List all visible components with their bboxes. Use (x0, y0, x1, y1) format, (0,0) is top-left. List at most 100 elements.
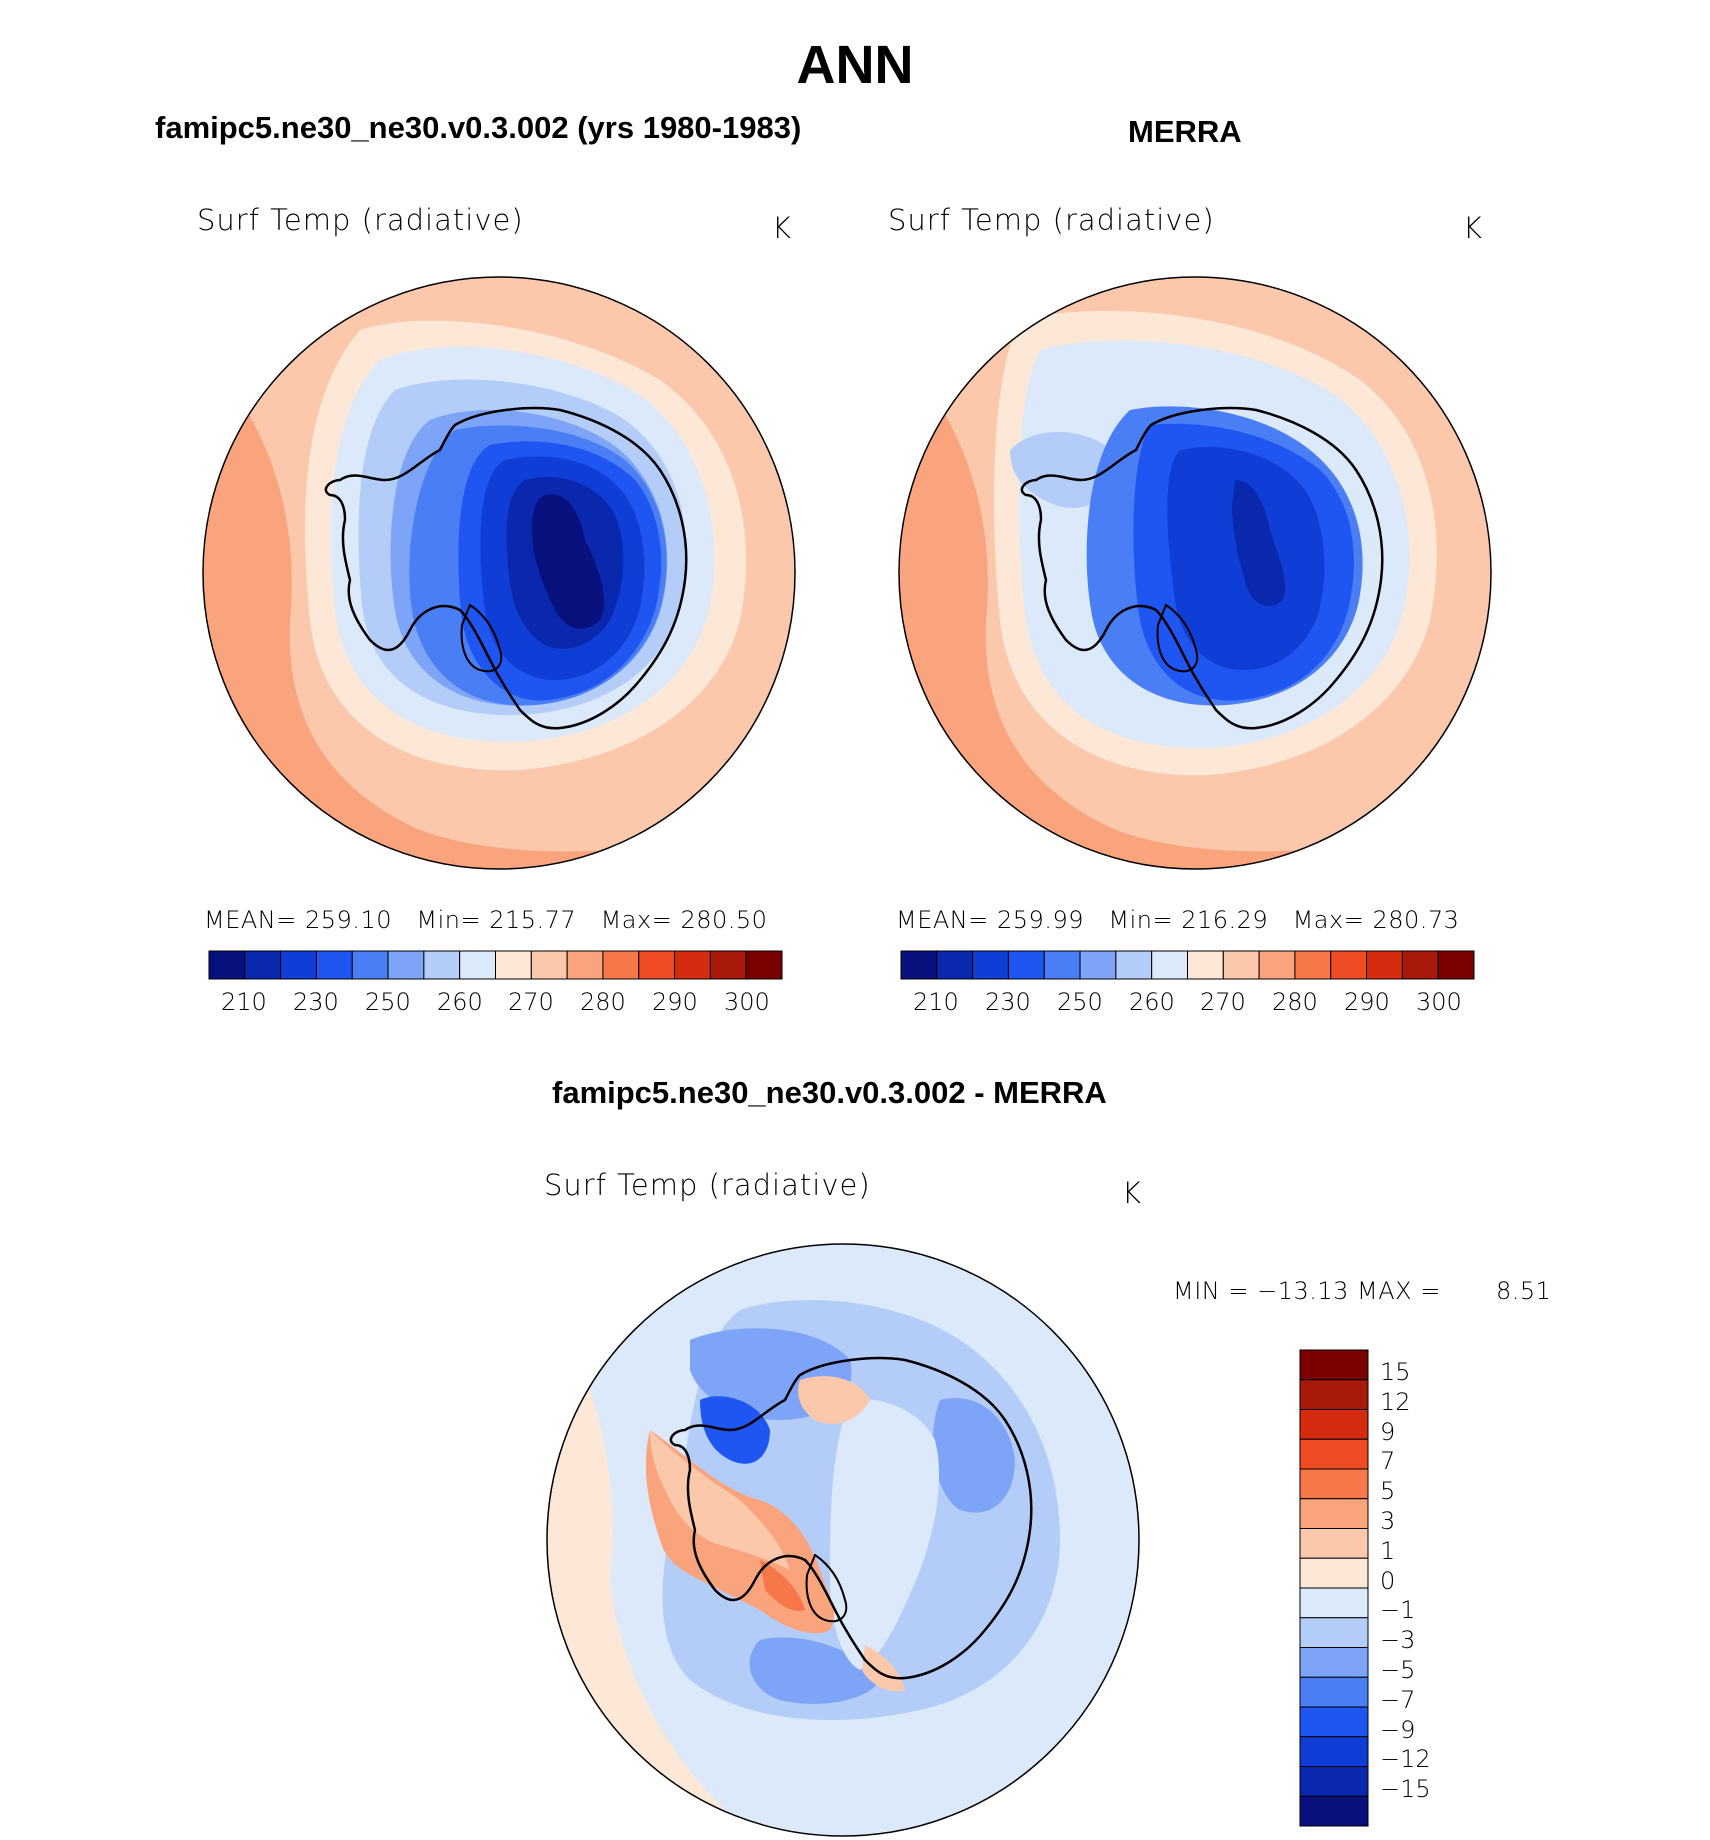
model-tick-7: 300 (724, 988, 770, 1016)
obs-colorbar (900, 950, 1475, 980)
obs-colorbar-swatch-14 (1401, 950, 1439, 980)
obs-colorbar-swatch-0 (900, 950, 938, 980)
model-colorbar-swatch-11 (602, 950, 640, 980)
model-colorbar-swatch-10 (566, 950, 604, 980)
model-mean-label: MEAN= (204, 906, 297, 934)
obs-colorbar-swatch-13 (1366, 950, 1403, 980)
diff-tick-2: 9 (1380, 1418, 1396, 1446)
diff-colorbar (1299, 1349, 1369, 1827)
diff-tick-5: 3 (1380, 1507, 1396, 1535)
obs-tick-2: 250 (1057, 988, 1103, 1016)
diff-tick-11: −7 (1380, 1686, 1416, 1714)
model-colorbar-swatch-15 (745, 950, 783, 980)
obs-max-value: 280.73 (1372, 906, 1460, 934)
obs-colorbar-swatch-15 (1437, 950, 1475, 980)
model-colorbar-ticks: 210 230 250 260 270 280 290 300 (0, 988, 1710, 1018)
obs-panel-header: MERRA (1128, 114, 1242, 149)
model-tick-6: 290 (652, 988, 698, 1016)
obs-mean-value: 259.99 (997, 906, 1084, 934)
obs-stats: MEAN= 259.99 Min= 216.29 Max= 280.73 (896, 906, 1459, 934)
page-title: ANN (796, 35, 914, 95)
model-max-label: Max= (600, 906, 673, 934)
model-tick-5: 280 (580, 988, 626, 1016)
model-stats: MEAN= 259.10 Min= 215.77 Max= 280.50 (204, 906, 767, 934)
model-colorbar-swatch-8 (495, 950, 532, 980)
model-colorbar-swatch-0 (208, 950, 246, 980)
model-max-value: 280.50 (680, 906, 768, 934)
diff-colorbar-swatch-6 (1299, 1528, 1369, 1559)
model-colorbar-swatch-5 (387, 950, 425, 980)
model-colorbar-swatch-2 (280, 950, 317, 980)
diff-tick-1: 12 (1380, 1388, 1411, 1416)
diff-max-value: 8.51 (1496, 1277, 1552, 1305)
model-min-label: Min= (416, 906, 482, 934)
model-variable-label: Surf Temp (radiative) (197, 203, 524, 237)
diff-colorbar-swatch-15 (1299, 1795, 1369, 1827)
model-tick-2: 250 (365, 988, 411, 1016)
model-colorbar-swatch-9 (530, 950, 568, 980)
obs-tick-4: 270 (1200, 988, 1246, 1016)
model-tick-3: 260 (437, 988, 483, 1016)
obs-units-label: K (1463, 211, 1484, 245)
diff-colorbar-swatch-3 (1299, 1438, 1369, 1470)
model-units-label: K (772, 211, 793, 245)
model-colorbar-swatch-6 (423, 950, 461, 980)
diff-colorbar-swatch-11 (1299, 1676, 1369, 1708)
obs-colorbar-swatch-9 (1222, 950, 1260, 980)
diff-colorbar-swatch-13 (1299, 1736, 1369, 1767)
obs-min-label: Min= (1108, 906, 1174, 934)
obs-colorbar-swatch-2 (972, 950, 1009, 980)
diff-tick-10: −5 (1380, 1656, 1416, 1684)
model-colorbar-swatch-3 (315, 950, 353, 980)
obs-polar-map (899, 277, 1491, 869)
diff-tick-6: 1 (1380, 1537, 1396, 1565)
diff-colorbar-swatch-7 (1299, 1557, 1369, 1589)
model-colorbar-swatch-14 (709, 950, 747, 980)
diff-tick-13: −12 (1380, 1745, 1431, 1773)
obs-colorbar-swatch-12 (1330, 950, 1368, 980)
diff-tick-0: 15 (1380, 1358, 1411, 1386)
diff-colorbar-swatch-4 (1299, 1468, 1369, 1500)
obs-tick-1: 230 (985, 988, 1031, 1016)
obs-colorbar-swatch-6 (1115, 950, 1153, 980)
obs-colorbar-swatch-3 (1007, 950, 1045, 980)
obs-tick-7: 300 (1416, 988, 1462, 1016)
diff-colorbar-swatch-9 (1299, 1617, 1369, 1648)
diff-tick-7: 0 (1380, 1567, 1396, 1595)
obs-colorbar-swatch-5 (1079, 950, 1117, 980)
obs-colorbar-swatch-7 (1151, 950, 1188, 980)
obs-tick-6: 290 (1344, 988, 1390, 1016)
diff-variable-label: Surf Temp (radiative) (544, 1168, 871, 1202)
model-colorbar-swatch-4 (351, 950, 389, 980)
obs-tick-0: 210 (913, 988, 959, 1016)
obs-colorbar-swatch-1 (936, 950, 974, 980)
diff-tick-3: 7 (1380, 1447, 1396, 1475)
model-min-value: 215.77 (489, 906, 577, 934)
diff-colorbar-swatch-1 (1299, 1379, 1369, 1410)
model-colorbar-swatch-7 (459, 950, 496, 980)
diff-colorbar-swatch-12 (1299, 1706, 1369, 1738)
model-colorbar-swatch-13 (674, 950, 711, 980)
diff-tick-9: −3 (1380, 1626, 1416, 1654)
model-tick-1: 230 (293, 988, 339, 1016)
obs-colorbar-ticks: 210 230 250 260 270 280 290 300 (0, 988, 1710, 1018)
model-colorbar-swatch-12 (638, 950, 676, 980)
obs-min-value: 216.29 (1181, 906, 1269, 934)
diff-tick-8: −1 (1380, 1596, 1416, 1624)
obs-variable-label: Surf Temp (radiative) (888, 203, 1215, 237)
diff-colorbar-ticks: 15 12 9 7 5 3 1 0 −1 −3 −5 −7 −9 −12 −15 (1380, 1358, 1490, 1818)
model-tick-0: 210 (221, 988, 267, 1016)
obs-tick-5: 280 (1272, 988, 1318, 1016)
diff-polar-map (547, 1244, 1139, 1836)
model-polar-map (203, 277, 795, 869)
diff-colorbar-swatch-10 (1299, 1647, 1369, 1678)
obs-colorbar-swatch-11 (1294, 950, 1332, 980)
obs-tick-3: 260 (1129, 988, 1175, 1016)
diff-colorbar-swatch-5 (1299, 1498, 1369, 1529)
obs-max-label: Max= (1292, 906, 1365, 934)
obs-mean-label: MEAN= (896, 906, 989, 934)
diff-panel-header: famipc5.ne30_ne30.v0.3.002 - MERRA (552, 1075, 1107, 1110)
model-tick-4: 270 (508, 988, 554, 1016)
model-colorbar (208, 950, 783, 980)
